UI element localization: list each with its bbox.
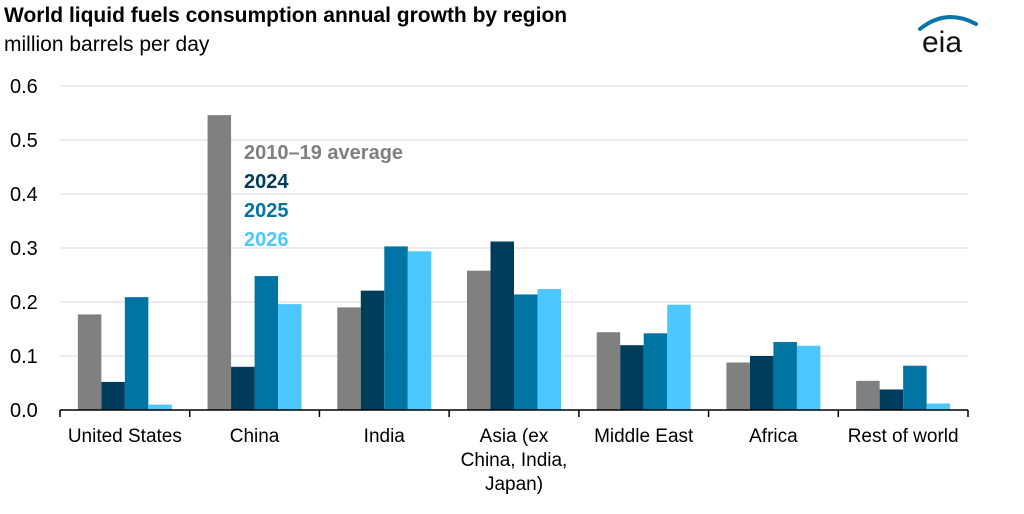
chart-title: World liquid fuels consumption annual gr… [4,4,568,27]
bar [490,241,514,410]
y-tick-label: 0.6 [10,76,38,98]
bar [207,115,232,410]
bar [384,246,408,410]
category-label: Asia (ex China, India, Japan) [461,426,568,495]
category-label: India [364,426,406,447]
legend-entry: 2024 [244,171,289,193]
bar [124,297,149,410]
legend: 2010–19 average 2024 2025 2026 [244,142,403,251]
bar [620,345,644,410]
x-axis [59,409,969,417]
category-label: United States [68,426,182,447]
category-labels: United States China India Asia (ex China, In… [68,426,959,495]
bar [337,307,361,410]
eia-logo-text: eia [922,26,962,56]
bar [856,380,880,410]
bar [879,389,904,410]
bar [643,333,668,410]
eia-logo-arc-icon [918,15,978,31]
legend-entry: 2026 [244,229,289,251]
bar [537,289,561,410]
chart-subtitle: million barrels per day [4,33,210,56]
y-tick-label: 0.4 [10,184,38,206]
legend-entry: 2025 [244,200,289,222]
bar [101,381,125,410]
bars [77,115,951,410]
bar [360,290,385,410]
y-tick-label: 0.2 [10,292,38,314]
bar [926,403,951,410]
bar [231,366,255,410]
bar [467,270,491,410]
y-tick-label: 0.3 [10,238,38,260]
y-tick-label: 0.5 [10,130,38,152]
bar [407,251,432,410]
eia-logo: eia [918,15,978,56]
category-label: Rest of world [848,426,959,447]
bar [596,332,621,410]
bar [77,314,102,410]
category-label: Africa [749,426,798,447]
bar [773,341,797,410]
y-tick-label: 0.1 [10,346,38,368]
y-tick-labels: 0.0 0.1 0.2 0.3 0.4 0.5 0.6 [10,76,38,422]
bar [278,304,302,410]
bar [749,356,774,410]
legend-entry: 2010–19 average [244,142,403,164]
bar [796,345,821,410]
bar [254,276,279,410]
category-label: China [230,426,280,447]
y-tick-label: 0.0 [10,400,38,422]
bar [148,404,172,410]
bar [514,294,538,410]
category-label: Middle East [594,426,694,447]
bar [667,304,691,410]
bar [726,362,750,410]
bar [903,365,927,410]
